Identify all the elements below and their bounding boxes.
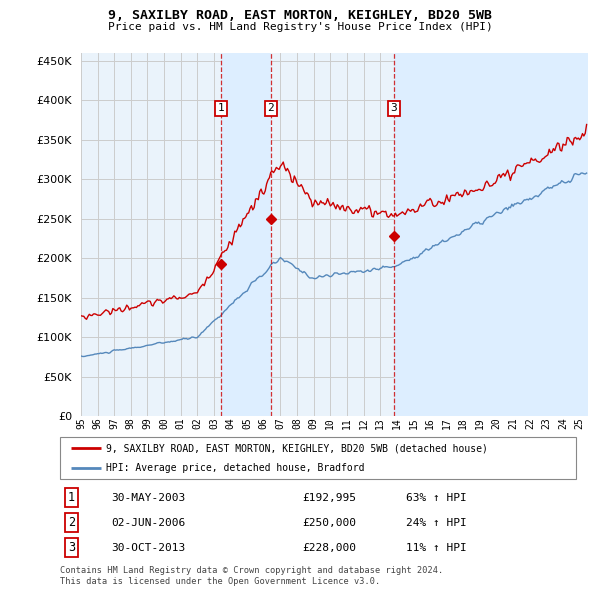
Text: 11% ↑ HPI: 11% ↑ HPI: [406, 543, 466, 553]
Text: 3: 3: [68, 541, 75, 554]
Text: 30-OCT-2013: 30-OCT-2013: [112, 543, 186, 553]
Bar: [394, 53, 588, 416]
Text: 24% ↑ HPI: 24% ↑ HPI: [406, 518, 466, 527]
Text: 02-JUN-2006: 02-JUN-2006: [112, 518, 186, 527]
Text: 2: 2: [68, 516, 75, 529]
Text: 2: 2: [268, 103, 274, 113]
Text: £192,995: £192,995: [302, 493, 356, 503]
Text: 30-MAY-2003: 30-MAY-2003: [112, 493, 186, 503]
Bar: [221, 53, 271, 416]
Text: 9, SAXILBY ROAD, EAST MORTON, KEIGHLEY, BD20 5WB: 9, SAXILBY ROAD, EAST MORTON, KEIGHLEY, …: [108, 9, 492, 22]
Text: 63% ↑ HPI: 63% ↑ HPI: [406, 493, 466, 503]
Text: 3: 3: [391, 103, 397, 113]
Text: 1: 1: [68, 491, 75, 504]
Text: 1: 1: [217, 103, 224, 113]
Text: 9, SAXILBY ROAD, EAST MORTON, KEIGHLEY, BD20 5WB (detached house): 9, SAXILBY ROAD, EAST MORTON, KEIGHLEY, …: [106, 443, 488, 453]
Text: HPI: Average price, detached house, Bradford: HPI: Average price, detached house, Brad…: [106, 463, 365, 473]
Text: Contains HM Land Registry data © Crown copyright and database right 2024.: Contains HM Land Registry data © Crown c…: [60, 566, 443, 575]
Text: £228,000: £228,000: [302, 543, 356, 553]
Text: Price paid vs. HM Land Registry's House Price Index (HPI): Price paid vs. HM Land Registry's House …: [107, 22, 493, 32]
Text: This data is licensed under the Open Government Licence v3.0.: This data is licensed under the Open Gov…: [60, 577, 380, 586]
Text: £250,000: £250,000: [302, 518, 356, 527]
